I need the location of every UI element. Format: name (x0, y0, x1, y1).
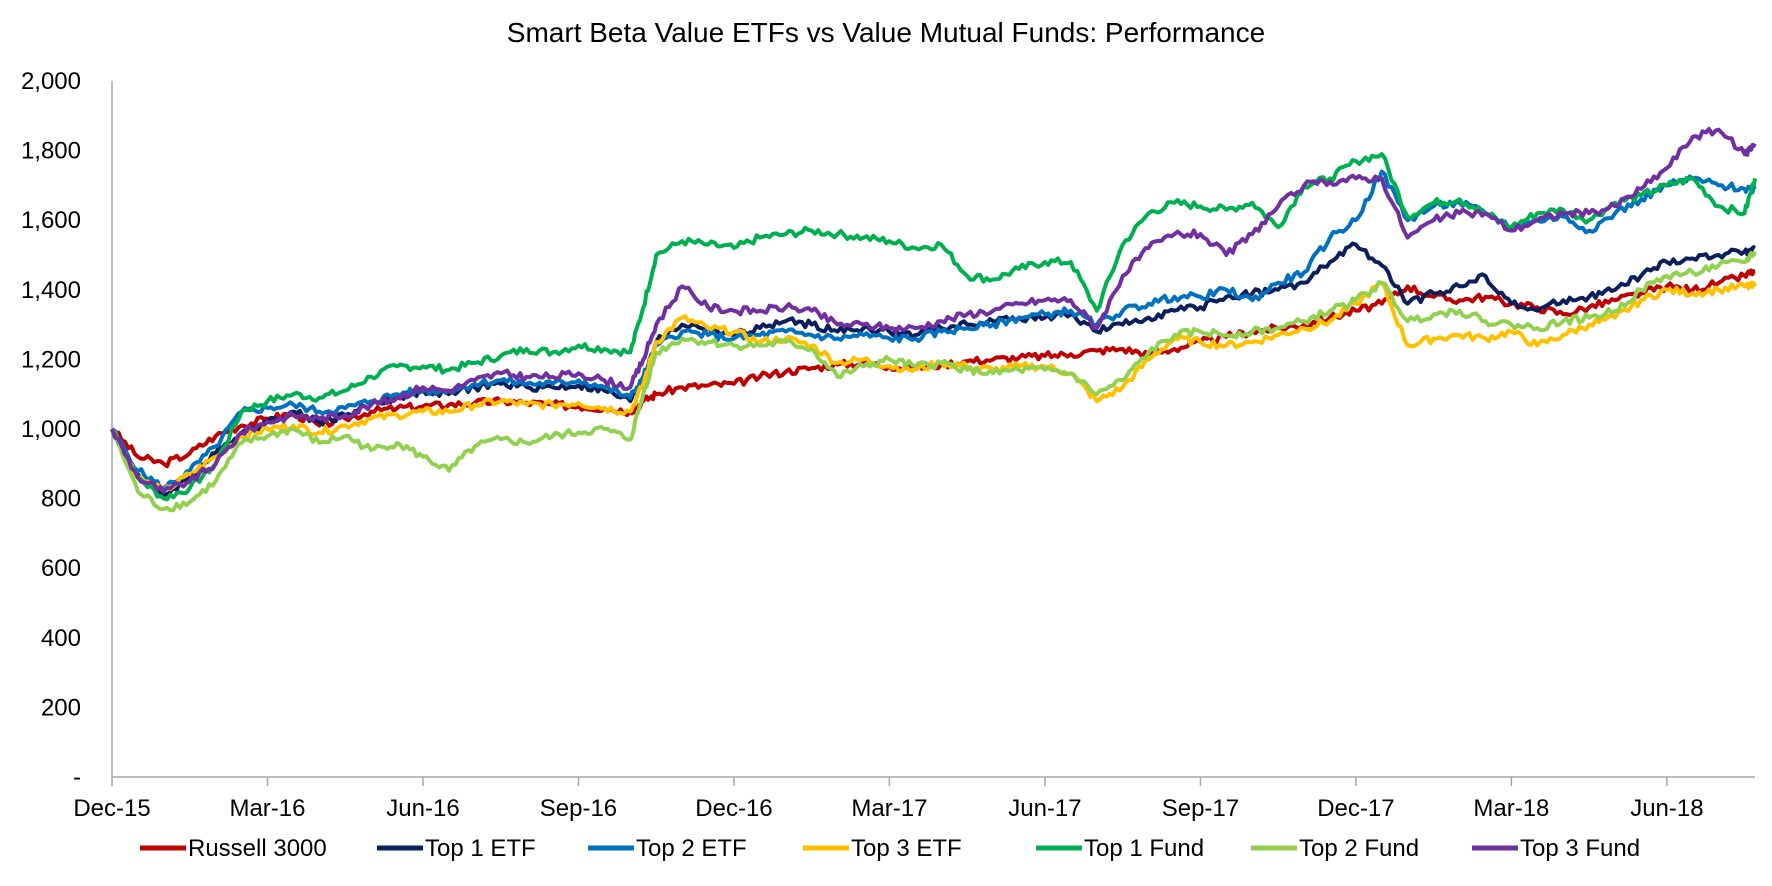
legend-label: Top 3 ETF (851, 835, 962, 862)
legend: Russell 3000 Top 1 ETF Top 2 ETF Top 3 ETF T… (140, 835, 1640, 862)
legend-item: Top 3 ETF (803, 835, 962, 862)
legend-item: Top 2 ETF (588, 835, 747, 862)
legend-label: Top 3 Fund (1520, 835, 1640, 862)
series-line-6 (110, 126, 1757, 494)
x-tick-label: Jun-16 (386, 795, 459, 822)
x-tick-label: Mar-17 (851, 795, 927, 822)
x-tick-label: Mar-16 (229, 795, 305, 822)
legend-label: Russell 3000 (188, 835, 327, 862)
axes: - 200 400 600 800 1,000 1,200 1,400 1,600 1,800 2,… (21, 68, 1755, 822)
x-tick-label: Dec-16 (695, 795, 772, 822)
legend-item: Top 1 ETF (377, 835, 536, 862)
legend-label: Top 1 ETF (425, 835, 536, 862)
y-tick-label: - (73, 764, 81, 791)
legend-item: Top 1 Fund (1036, 835, 1204, 862)
x-tick-label: Dec-17 (1317, 795, 1394, 822)
y-tick-label: 600 (41, 555, 81, 582)
y-tick-label: 1,400 (21, 277, 81, 304)
y-tick-label: 2,000 (21, 68, 81, 95)
y-tick-label: 400 (41, 625, 81, 652)
x-tick-label: Sep-16 (540, 795, 617, 822)
x-tick-label: Sep-17 (1162, 795, 1239, 822)
x-tick-label: Dec-15 (73, 795, 150, 822)
y-tick-label: 1,800 (21, 138, 81, 165)
series-line-3 (110, 280, 1757, 494)
legend-item: Top 3 Fund (1472, 835, 1640, 862)
plot-area (110, 126, 1757, 513)
y-tick-label: 1,000 (21, 416, 81, 443)
x-tick-label: Jun-18 (1630, 795, 1703, 822)
x-tick-label: Mar-18 (1473, 795, 1549, 822)
y-tick-label: 800 (41, 486, 81, 513)
chart-title: Smart Beta Value ETFs vs Value Mutual Fu… (507, 17, 1265, 48)
legend-item: Russell 3000 (140, 835, 327, 862)
legend-label: Top 1 Fund (1084, 835, 1204, 862)
y-tick-label: 1,200 (21, 346, 81, 373)
series-line-5 (110, 250, 1757, 513)
legend-item: Top 2 Fund (1251, 835, 1419, 862)
x-tick-label: Jun-17 (1008, 795, 1081, 822)
y-tick-label: 200 (41, 694, 81, 721)
legend-label: Top 2 Fund (1299, 835, 1419, 862)
y-tick-label: 1,600 (21, 207, 81, 234)
legend-label: Top 2 ETF (636, 835, 747, 862)
